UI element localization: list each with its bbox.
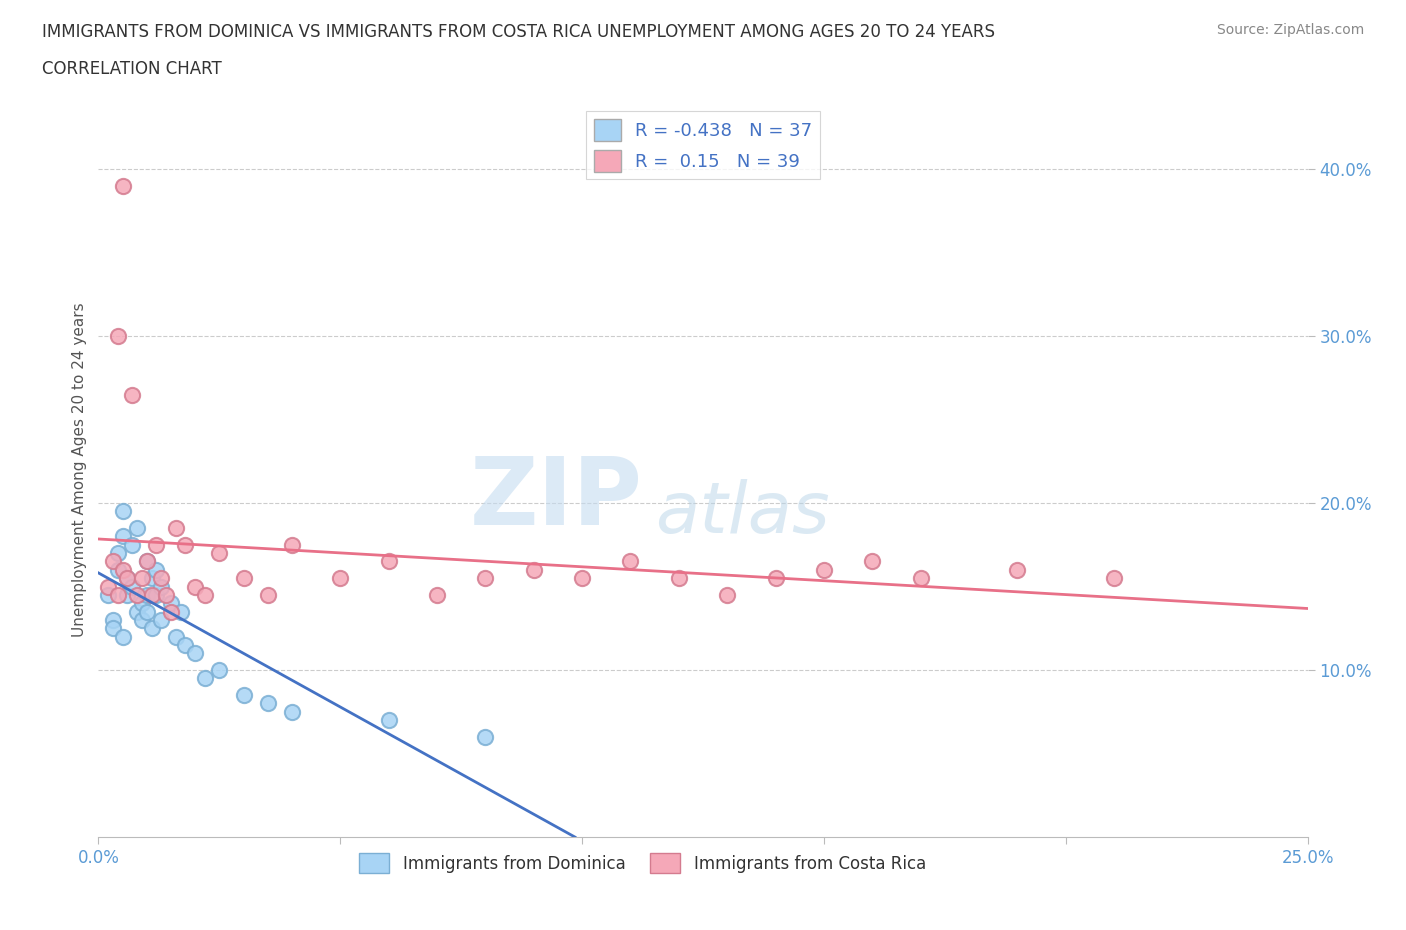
Point	[150, 571, 173, 586]
Point	[668, 571, 690, 586]
Point	[256, 588, 278, 603]
Text: ZIP: ZIP	[470, 453, 643, 545]
Point	[910, 571, 932, 586]
Point	[160, 596, 183, 611]
Point	[174, 538, 197, 552]
Point	[571, 571, 593, 586]
Point	[232, 687, 254, 702]
Point	[111, 179, 134, 193]
Point	[174, 638, 197, 653]
Point	[121, 579, 143, 594]
Point	[101, 554, 124, 569]
Point	[145, 563, 167, 578]
Point	[107, 546, 129, 561]
Point	[107, 328, 129, 343]
Point	[155, 588, 177, 603]
Point	[160, 604, 183, 619]
Point	[107, 563, 129, 578]
Point	[135, 588, 157, 603]
Point	[813, 563, 835, 578]
Point	[131, 613, 153, 628]
Point	[127, 521, 149, 536]
Point	[184, 579, 207, 594]
Point	[150, 613, 173, 628]
Point	[150, 579, 173, 594]
Point	[165, 521, 187, 536]
Point	[426, 588, 449, 603]
Point	[117, 571, 139, 586]
Point	[135, 554, 157, 569]
Point	[107, 588, 129, 603]
Point	[111, 630, 134, 644]
Point	[377, 712, 399, 727]
Point	[194, 588, 217, 603]
Point	[256, 696, 278, 711]
Point	[117, 588, 139, 603]
Point	[208, 546, 231, 561]
Point	[141, 571, 163, 586]
Point	[145, 588, 167, 603]
Point	[169, 604, 191, 619]
Point	[281, 538, 304, 552]
Point	[101, 613, 124, 628]
Point	[135, 604, 157, 619]
Text: IMMIGRANTS FROM DOMINICA VS IMMIGRANTS FROM COSTA RICA UNEMPLOYMENT AMONG AGES 2: IMMIGRANTS FROM DOMINICA VS IMMIGRANTS F…	[42, 23, 995, 41]
Point	[194, 671, 217, 685]
Point	[474, 571, 496, 586]
Point	[1102, 571, 1125, 586]
Point	[121, 387, 143, 402]
Y-axis label: Unemployment Among Ages 20 to 24 years: Unemployment Among Ages 20 to 24 years	[72, 302, 87, 637]
Point	[145, 538, 167, 552]
Point	[141, 621, 163, 636]
Point	[111, 504, 134, 519]
Text: Source: ZipAtlas.com: Source: ZipAtlas.com	[1216, 23, 1364, 37]
Point	[184, 646, 207, 661]
Point	[765, 571, 787, 586]
Point	[208, 662, 231, 677]
Point	[141, 588, 163, 603]
Point	[329, 571, 352, 586]
Point	[281, 704, 304, 719]
Point	[117, 571, 139, 586]
Point	[97, 579, 120, 594]
Point	[131, 571, 153, 586]
Point	[716, 588, 738, 603]
Point	[523, 563, 546, 578]
Point	[111, 563, 134, 578]
Point	[101, 621, 124, 636]
Point	[619, 554, 641, 569]
Point	[474, 729, 496, 744]
Point	[97, 588, 120, 603]
Point	[1007, 563, 1029, 578]
Point	[127, 604, 149, 619]
Point	[121, 538, 143, 552]
Point	[165, 630, 187, 644]
Text: atlas: atlas	[655, 479, 830, 548]
Point	[135, 554, 157, 569]
Point	[377, 554, 399, 569]
Point	[127, 588, 149, 603]
Point	[860, 554, 883, 569]
Point	[131, 596, 153, 611]
Point	[111, 529, 134, 544]
Text: CORRELATION CHART: CORRELATION CHART	[42, 60, 222, 78]
Point	[232, 571, 254, 586]
Legend: Immigrants from Dominica, Immigrants from Costa Rica: Immigrants from Dominica, Immigrants fro…	[353, 846, 932, 880]
